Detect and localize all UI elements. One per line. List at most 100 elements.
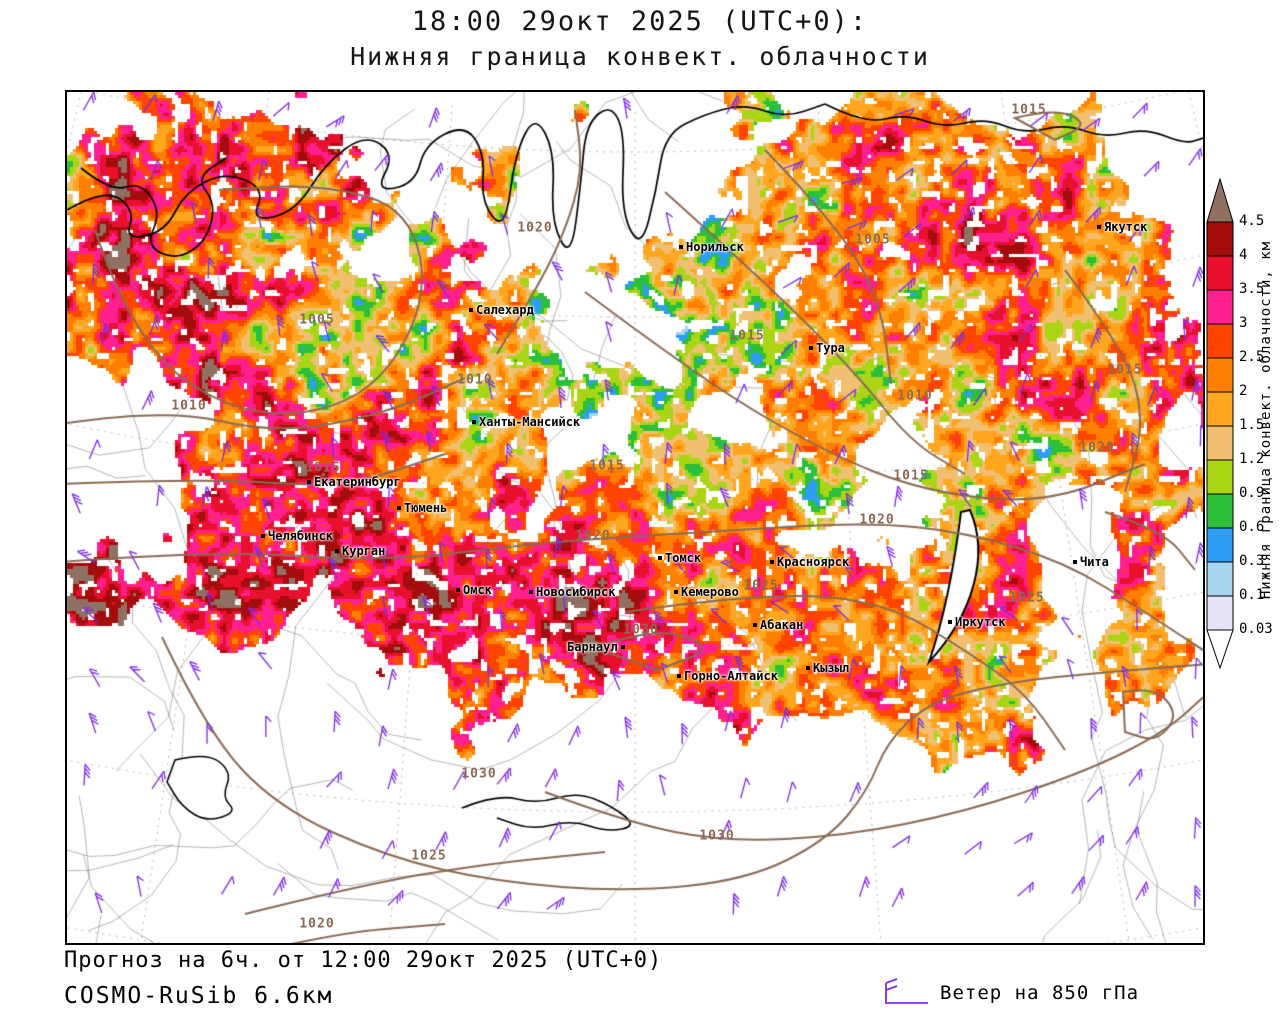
city-dot-icon (261, 534, 265, 538)
city-label: Тюмень (404, 501, 448, 515)
city-dot-icon (456, 588, 460, 592)
city-marker: Якутск (1097, 220, 1147, 234)
isobar-label: 1015 (893, 468, 929, 484)
isobar-label: 1015 (1107, 362, 1143, 378)
city-dot-icon (753, 623, 757, 627)
colorbar-tick-label: 3 (1239, 315, 1248, 331)
city-label: Челябинск (268, 529, 334, 543)
isobar-label: 1005 (855, 232, 891, 248)
city-label: Горно-Алтайск (684, 669, 778, 683)
city-marker: Барнаул (567, 640, 625, 654)
city-marker: Кызыл (806, 661, 849, 675)
colorbar (1205, 177, 1235, 674)
colorbar-tick-label: 1.5 (1239, 417, 1265, 433)
city-label: Тура (816, 341, 845, 355)
colorbar-scale (1206, 177, 1234, 670)
city-dot-icon (620, 645, 625, 649)
city-dot-icon (1097, 225, 1101, 229)
isobar-label: 1025 (411, 848, 447, 864)
city-label: Салехард (476, 303, 534, 317)
colorbar-tick-label: 2 (1239, 383, 1248, 399)
map-area: 1020 1005 1010 1015 1010 1015 1015 1005 1015 1010… (65, 90, 1205, 945)
page-title-line2: Нижняя граница конвект. облачности (350, 42, 930, 71)
colorbar-tick-label: 4.5 (1239, 213, 1265, 229)
city-marker: Омск (456, 583, 492, 597)
city-marker: Ханты-Мансийск (472, 415, 580, 429)
city-marker: Новосибирск (529, 585, 615, 599)
city-marker: Иркутск (948, 615, 1006, 629)
colorbar-tick-label: 4 (1239, 247, 1248, 263)
city-marker: Чита (1073, 555, 1109, 569)
isobar-label: 1020 (1079, 440, 1115, 456)
city-label: Омск (463, 583, 492, 597)
isobar-label: 1020 (575, 528, 611, 544)
page-title-line1: 18:00 29окт 2025 (UTC+0): (411, 6, 869, 37)
city-marker: Тюмень (397, 501, 447, 515)
city-dot-icon (397, 506, 401, 510)
isobar-label: 1020 (859, 512, 895, 528)
colorbar-tick-label: 0.3 (1239, 553, 1265, 569)
forecast-text: Прогноз на 6ч. от 12:00 29окт 2025 (UTC+… (64, 948, 663, 973)
city-marker: Салехард (469, 303, 534, 317)
city-dot-icon (809, 346, 813, 350)
city-marker: Челябинск (261, 529, 333, 543)
isobar-label: 1015 (1011, 102, 1047, 118)
isobar-label: 1015 (729, 328, 765, 344)
city-dot-icon (529, 590, 533, 594)
isobar-label: 1010 (897, 388, 933, 404)
city-label: Якутск (1104, 220, 1148, 234)
city-label: Иркутск (955, 615, 1006, 629)
isobar-label: 1030 (699, 828, 735, 844)
city-marker: Красноярск (770, 555, 849, 569)
city-dot-icon (679, 245, 683, 249)
city-dot-icon (770, 560, 774, 564)
colorbar-axis-label: Нижняя граница конвект. облачности, км (1258, 240, 1274, 600)
city-dot-icon (806, 666, 810, 670)
city-marker: Томск (658, 551, 701, 565)
colorbar-tick-label: 2.5 (1239, 349, 1265, 365)
city-label: Барнаул (567, 640, 618, 654)
city-label: Новосибирск (536, 585, 616, 599)
isobar-label: 1025 (743, 578, 779, 594)
city-marker: Норильск (679, 240, 744, 254)
colorbar-tick-label: 0.03 (1239, 621, 1273, 637)
city-dot-icon (335, 549, 339, 553)
city-label: Абакан (760, 618, 804, 632)
city-dot-icon (469, 308, 473, 312)
isobar-label: 1010 (171, 398, 207, 414)
city-label: Курган (342, 544, 386, 558)
weather-field-canvas (67, 92, 1203, 943)
city-dot-icon (307, 480, 311, 484)
city-marker: Абакан (753, 618, 803, 632)
isobar-label: 1030 (623, 622, 659, 638)
city-label: Чита (1080, 555, 1109, 569)
isobar-label: 1010 (457, 372, 493, 388)
city-marker: Горно-Алтайск (677, 669, 778, 683)
wind-barb-icon (885, 978, 928, 1004)
city-label: Кемерово (681, 585, 739, 599)
colorbar-tick-label: 0.6 (1239, 519, 1265, 535)
isobar-label: 1030 (461, 766, 497, 782)
wind-legend-label: Ветер на 850 гПа (940, 982, 1140, 1004)
city-label: Томск (665, 551, 702, 565)
isobar-label: 1020 (299, 916, 335, 932)
colorbar-tick-label: 1.2 (1239, 451, 1265, 467)
city-marker: Тура (809, 341, 845, 355)
colorbar-tick-label: 0.1 (1239, 587, 1265, 603)
isobar-label: 1005 (299, 312, 335, 328)
isobar-label: 1020 (517, 220, 553, 236)
colorbar-tick-label: 3.5 (1239, 281, 1265, 297)
city-dot-icon (948, 620, 952, 624)
isobar-label: 1025 (1009, 590, 1045, 606)
city-label: Норильск (686, 240, 744, 254)
city-marker: Кемерово (674, 585, 739, 599)
city-dot-icon (1073, 560, 1077, 564)
city-marker: Курган (335, 544, 385, 558)
isobar-label: 1015 (589, 458, 625, 474)
city-label: Красноярск (777, 555, 850, 569)
colorbar-tick-label: 0.9 (1239, 485, 1265, 501)
isobar-label: 1015 (305, 460, 341, 476)
city-label: Екатеринбург (314, 475, 401, 489)
wind-legend: Ветер на 850 гПа (878, 978, 1139, 1008)
